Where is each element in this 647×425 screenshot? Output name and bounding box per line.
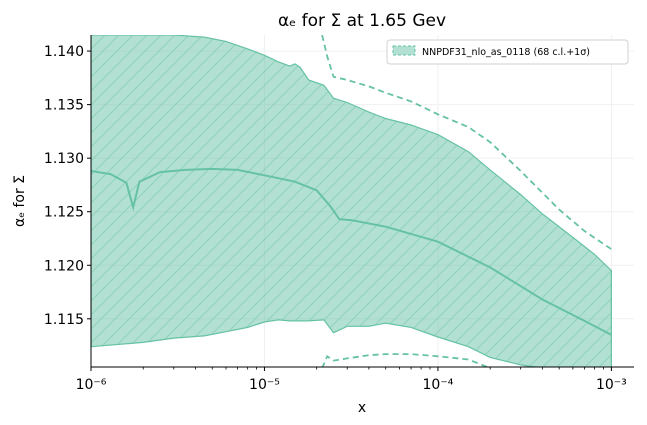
y-tick-label: 1.135 bbox=[44, 98, 84, 114]
sigma-upper-line bbox=[321, 35, 612, 250]
x-tick-label: 10⁻⁴ bbox=[423, 377, 454, 393]
y-tick-label: 1.140 bbox=[44, 44, 84, 60]
y-tick-label: 1.125 bbox=[44, 205, 84, 221]
sigma-lower-line bbox=[321, 353, 490, 367]
legend-swatch bbox=[392, 45, 416, 56]
central-value-line bbox=[91, 167, 612, 336]
x-tick-label: 10⁻⁶ bbox=[76, 377, 107, 393]
band-68-hatch bbox=[91, 35, 612, 367]
y-tick-label: 1.115 bbox=[44, 312, 84, 328]
x-tick-label: 10⁻³ bbox=[596, 377, 627, 393]
x-axis-label: x bbox=[358, 400, 366, 416]
y-axis-label: αₑ for Σ bbox=[12, 175, 28, 227]
axes: 1.115 1.120 1.125 1.130 1.135 1.140 10⁻⁶ 10⁻⁵ 10… bbox=[44, 35, 634, 393]
y-tick-label: 1.130 bbox=[44, 151, 84, 167]
legend-entry-label: NNPDF31_nlo_as_0118 (68 c.l.+1σ) bbox=[422, 47, 590, 58]
legend: NNPDF31_nlo_as_0118 (68 c.l.+1σ) bbox=[386, 39, 629, 65]
data-lines bbox=[91, 35, 612, 367]
chart-title: αₑ for Σ at 1.65 Gev bbox=[278, 11, 446, 31]
y-tick-label: 1.120 bbox=[44, 258, 84, 274]
uncertainty-band bbox=[91, 35, 612, 367]
legend-frame bbox=[386, 39, 629, 65]
x-tick-label: 10⁻⁵ bbox=[249, 377, 280, 393]
